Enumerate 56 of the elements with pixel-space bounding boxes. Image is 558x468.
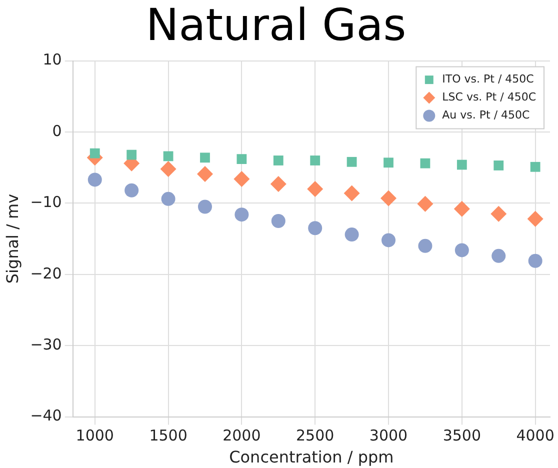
y-axis-title: Signal / mv: [2, 194, 22, 284]
point: [382, 233, 396, 248]
legend-label: ITO vs. Pt / 450C: [442, 72, 534, 86]
point: [308, 221, 322, 236]
x-tick-label: 1500: [149, 426, 188, 445]
point: [344, 228, 359, 242]
point: [236, 154, 247, 164]
point: [492, 248, 506, 263]
point: [384, 158, 394, 168]
point: [124, 183, 139, 198]
legend-label: Au vs. Pt / 450C: [442, 108, 530, 122]
point: [527, 210, 544, 227]
point: [420, 158, 430, 168]
point: [273, 156, 284, 166]
point: [126, 150, 137, 160]
x-tick-label: 1000: [76, 426, 114, 445]
point: [161, 192, 176, 206]
point: [456, 160, 467, 170]
y-tick-label: −40: [30, 406, 62, 425]
point: [454, 243, 469, 258]
point: [90, 148, 100, 158]
point: [88, 172, 102, 187]
point: [494, 160, 504, 170]
x-axis-title: Concentration / ppm: [229, 448, 394, 467]
point: [454, 200, 470, 217]
y-tick-label: −20: [30, 264, 62, 282]
point: [417, 196, 434, 212]
y-tick-label: −30: [30, 335, 62, 354]
point: [528, 254, 542, 268]
point: [344, 185, 360, 202]
point: [163, 151, 174, 162]
point: [310, 156, 320, 166]
point: [270, 176, 286, 192]
x-tick-label: 4000: [516, 426, 554, 445]
point: [196, 166, 213, 182]
point: [307, 180, 324, 197]
point: [380, 190, 397, 206]
chart-title: Natural Gas: [146, 0, 406, 51]
point: [234, 208, 249, 222]
legend-label: LSC vs. Pt / 450C: [442, 90, 536, 104]
point: [234, 170, 250, 187]
point: [200, 152, 210, 163]
point: [271, 214, 286, 228]
point: [198, 200, 212, 214]
x-tick-label: 3000: [369, 426, 408, 445]
point: [160, 161, 176, 178]
x-tick-label: 2500: [296, 426, 334, 445]
point: [418, 238, 432, 253]
y-tick-label: 0: [52, 122, 62, 140]
point: [490, 206, 507, 222]
point: [346, 156, 357, 167]
y-tick-label: −10: [30, 193, 62, 212]
x-tick-label: 3500: [442, 426, 482, 445]
point: [530, 162, 540, 172]
y-tick-label: 10: [42, 50, 62, 69]
x-tick-label: 2000: [222, 426, 261, 445]
